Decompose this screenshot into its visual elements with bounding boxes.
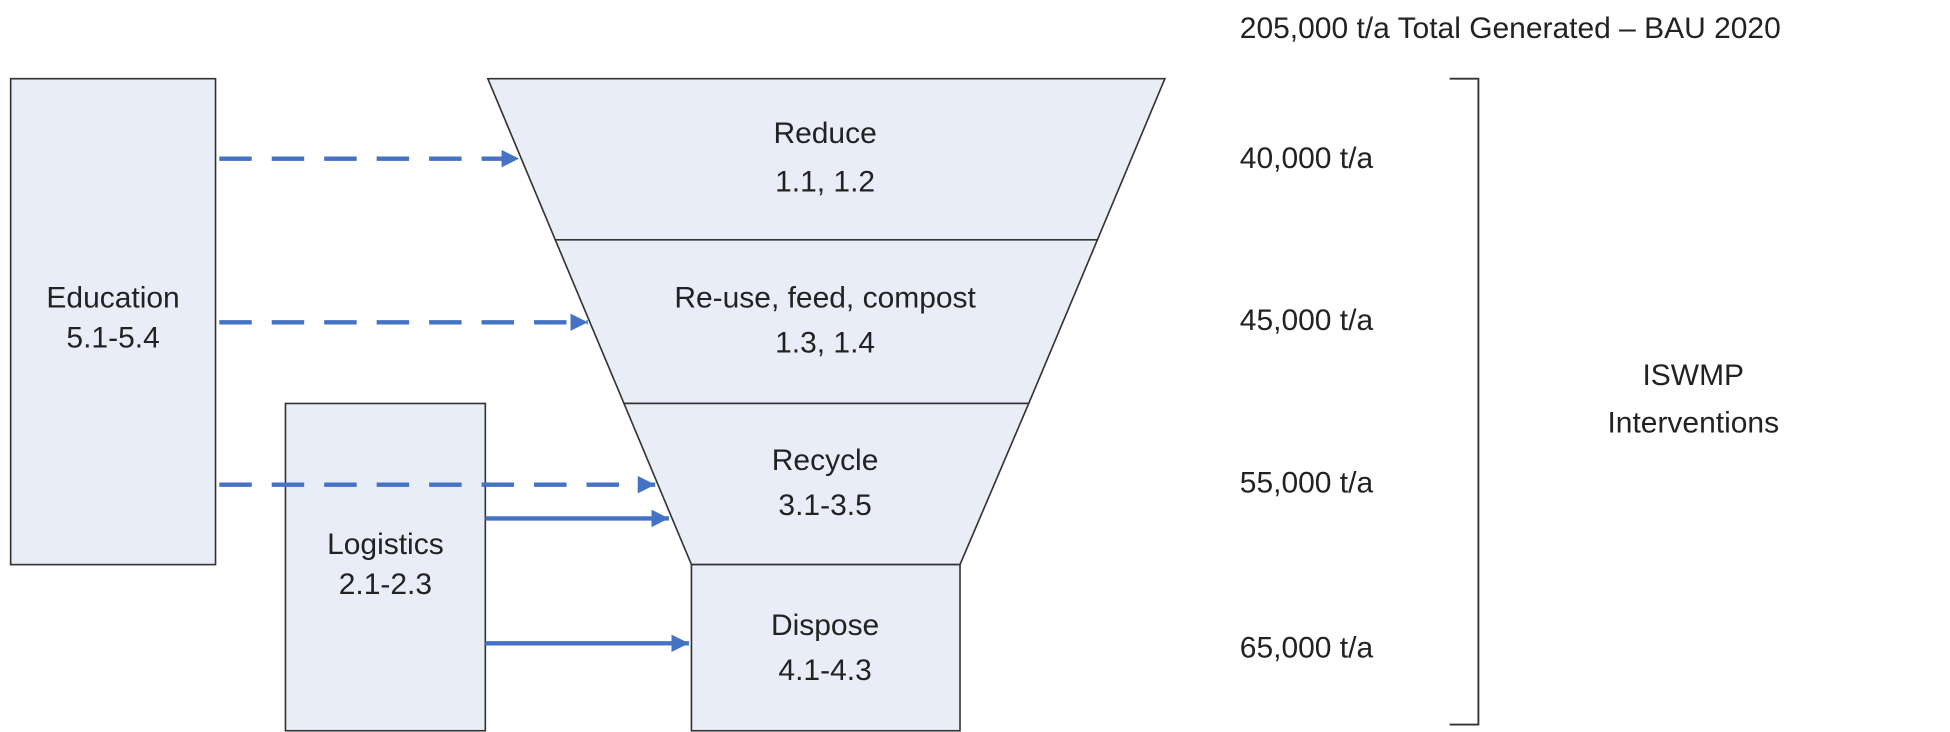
box-label: Education xyxy=(46,282,179,315)
bracket-label: ISWMP xyxy=(1642,359,1744,392)
funnel-dispose xyxy=(690,563,961,732)
stage-codes: 4.1-4.3 xyxy=(778,654,871,687)
title: 205,000 t/a Total Generated – BAU 2020 xyxy=(1240,12,1781,45)
stage-codes: 1.1, 1.2 xyxy=(775,166,875,199)
bracket xyxy=(1449,77,1480,726)
box-label: Logistics xyxy=(327,528,444,561)
stage-label: Dispose xyxy=(771,609,879,642)
funnel-reuse xyxy=(554,239,1099,405)
stage-amount: 55,000 t/a xyxy=(1240,467,1374,500)
stage-label: Reduce xyxy=(773,117,876,150)
education-box xyxy=(9,77,217,566)
stage-amount: 40,000 t/a xyxy=(1240,142,1374,175)
stage-amount: 65,000 t/a xyxy=(1240,631,1374,664)
funnel-recycle xyxy=(622,402,1030,566)
stage-label: Re-use, feed, compost xyxy=(674,282,976,315)
box-codes: 2.1-2.3 xyxy=(339,568,432,601)
box-codes: 5.1-5.4 xyxy=(66,322,159,355)
stage-amount: 45,000 t/a xyxy=(1240,304,1374,337)
funnel-reduce xyxy=(486,77,1167,241)
stage-codes: 1.3, 1.4 xyxy=(775,327,875,360)
stage-codes: 3.1-3.5 xyxy=(778,489,871,522)
bracket-label: Interventions xyxy=(1607,407,1779,440)
logistics-box xyxy=(284,402,487,732)
stage-label: Recycle xyxy=(772,444,879,477)
